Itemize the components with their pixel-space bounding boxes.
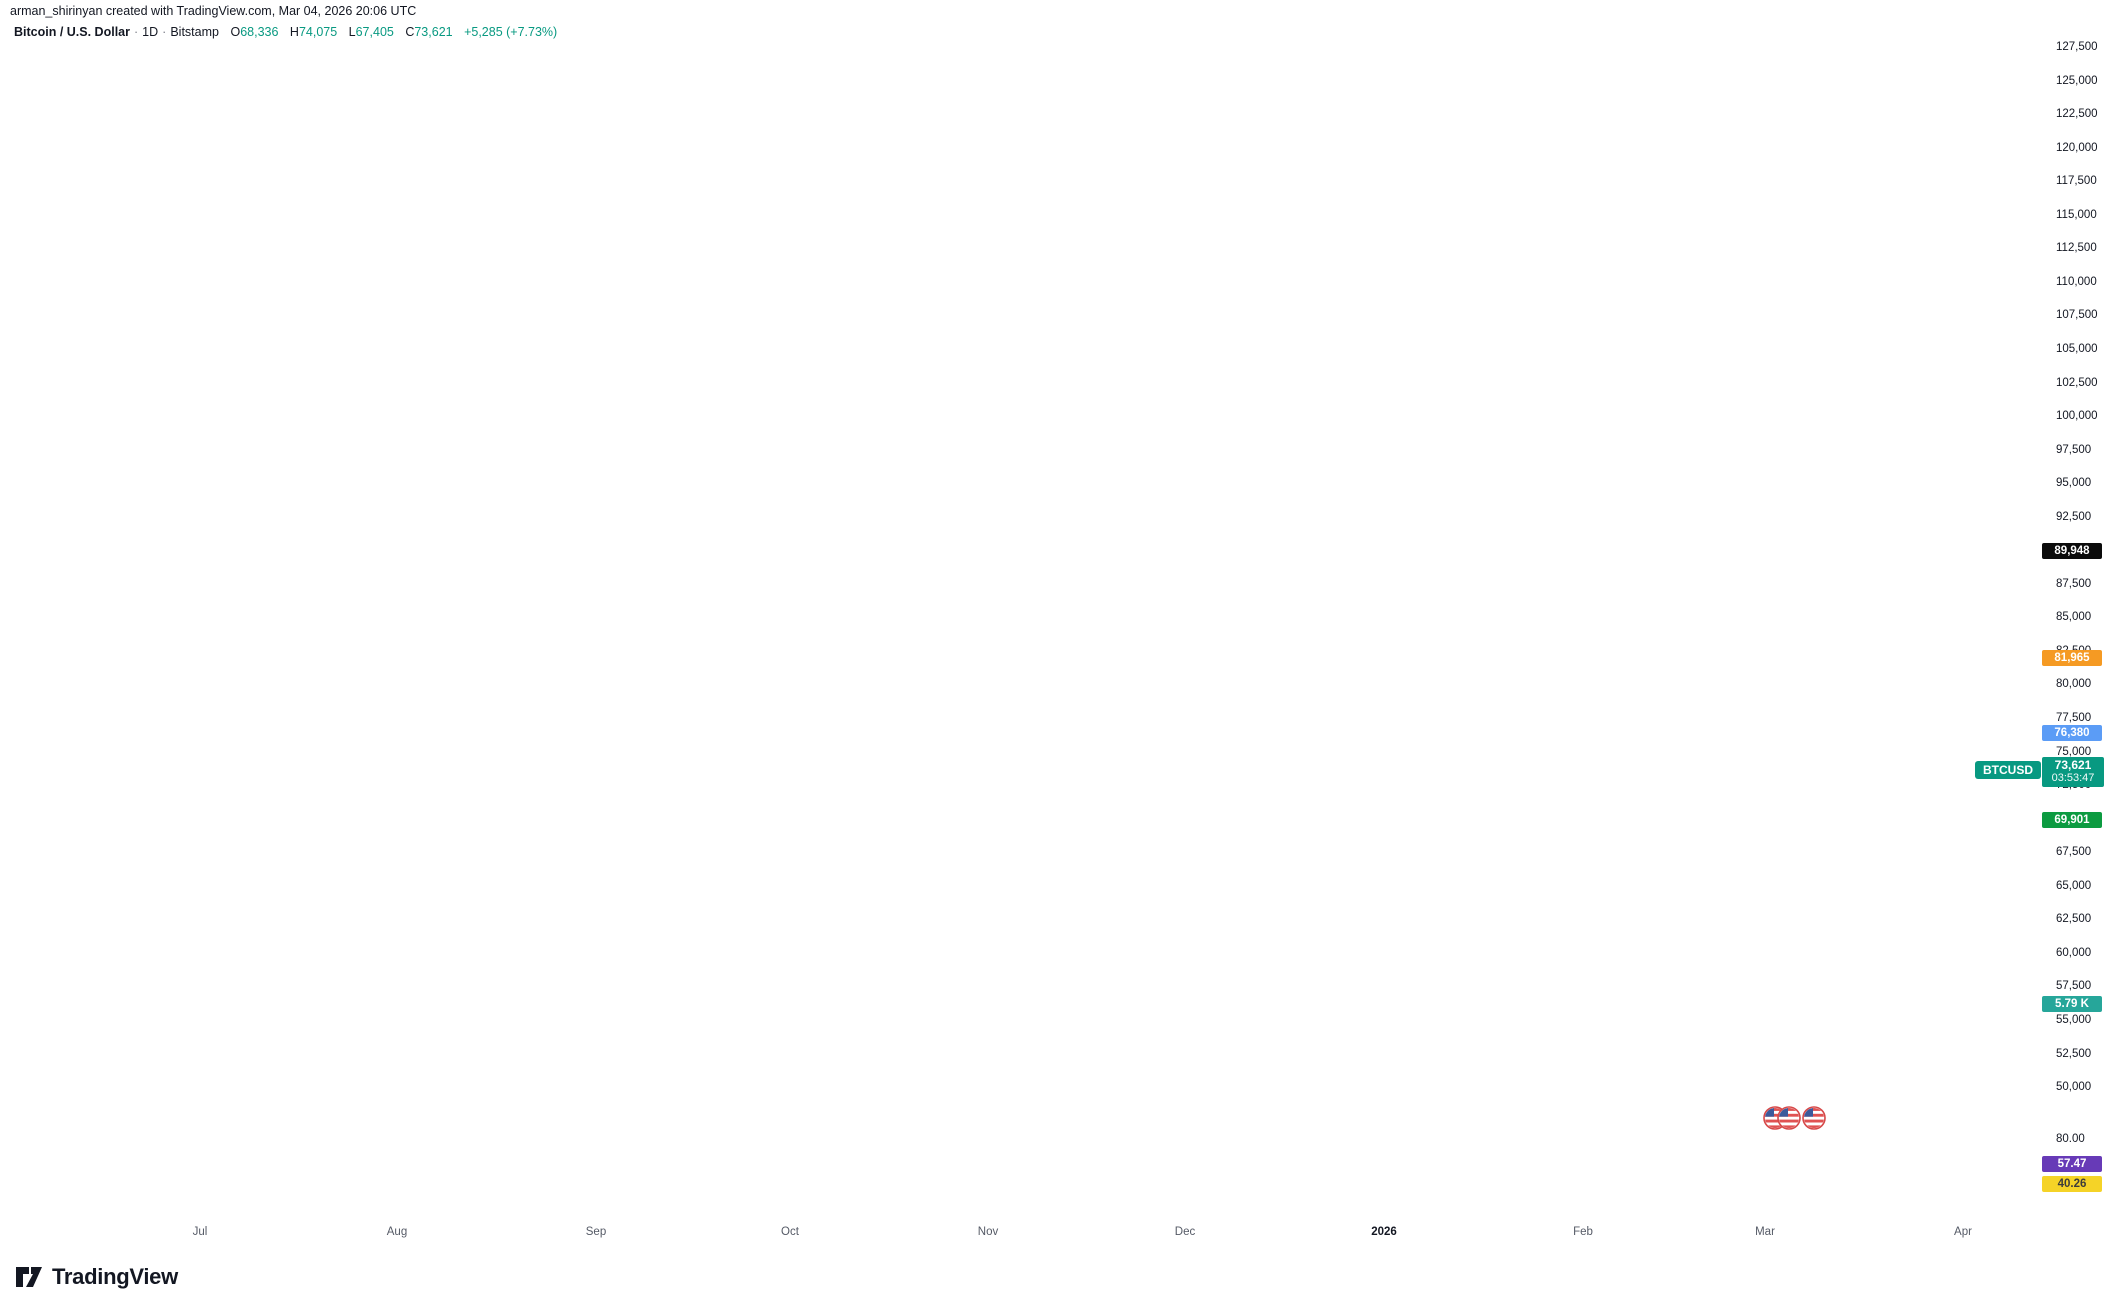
price-axis-label: 120,000 bbox=[2056, 141, 2098, 154]
symbol-name[interactable]: Bitcoin / U.S. Dollar bbox=[14, 25, 130, 39]
legend-separator-2: · bbox=[162, 25, 167, 39]
high-value: 74,075 bbox=[298, 25, 338, 39]
tradingview-logo[interactable]: TradingView bbox=[14, 1262, 178, 1292]
change-value: +5,285 (+7.73%) bbox=[464, 25, 558, 39]
price-axis-label: 50,000 bbox=[2056, 1081, 2092, 1094]
price-axis-label: 115,000 bbox=[2056, 208, 2097, 221]
rsi-value-tag: 57.47 bbox=[2042, 1156, 2102, 1172]
price-axis-label: 75,000 bbox=[2056, 745, 2092, 758]
current-price-value: 73,621 bbox=[2054, 758, 2092, 772]
high-letter: H bbox=[289, 25, 299, 39]
price-axis-label: 102,500 bbox=[2056, 376, 2098, 389]
time-axis-label-sep: Sep bbox=[585, 1226, 607, 1238]
time-axis-label-nov: Nov bbox=[977, 1226, 999, 1238]
time-axis-label-2026: 2026 bbox=[1371, 1226, 1397, 1238]
time-axis-label-jul: Jul bbox=[192, 1226, 208, 1238]
low-letter: L bbox=[348, 25, 356, 39]
price-axis-label: 117,500 bbox=[2056, 175, 2097, 188]
rsi-ma-value-tag: 40.26 bbox=[2042, 1176, 2102, 1192]
price-axis-label: 110,000 bbox=[2056, 275, 2097, 288]
price-axis-label: 55,000 bbox=[2056, 1013, 2092, 1026]
us-flag-icon[interactable] bbox=[1802, 1106, 1826, 1135]
time-axis-label-feb: Feb bbox=[1573, 1226, 1593, 1238]
time-axis-label-mar: Mar bbox=[1755, 1226, 1775, 1238]
volume-value-tag: 5.79 K bbox=[2042, 996, 2102, 1012]
price-axis-label: 95,000 bbox=[2056, 477, 2092, 490]
green-level-tag: 69,901 bbox=[2042, 812, 2102, 828]
price-axis-label: 57,500 bbox=[2056, 980, 2092, 993]
price-axis-label: 127,500 bbox=[2056, 41, 2098, 53]
ma-100-price-tag: 81,965 bbox=[2042, 650, 2102, 666]
attribution-text: arman_shirinyan created with TradingView… bbox=[10, 4, 417, 18]
time-axis-label-oct: Oct bbox=[781, 1226, 799, 1238]
exchange-label[interactable]: Bitstamp bbox=[170, 25, 219, 39]
time-axis-label-apr: Apr bbox=[1954, 1226, 1972, 1238]
current-price-tag: 73,621 03:53:47 bbox=[2042, 757, 2104, 787]
low-value: 67,405 bbox=[355, 25, 394, 39]
tradingview-logo-icon bbox=[16, 1267, 42, 1287]
price-axis-label: 92,500 bbox=[2056, 510, 2092, 523]
legend-separator-1: · bbox=[134, 25, 139, 39]
price-axis-label: 97,500 bbox=[2056, 443, 2092, 456]
price-axis-label: 62,500 bbox=[2056, 913, 2092, 926]
rsi-grid-label: 80.00 bbox=[2056, 1133, 2085, 1145]
ma-50-price-tag: 76,380 bbox=[2042, 725, 2102, 741]
time-axis-label-dec: Dec bbox=[1174, 1226, 1196, 1238]
price-axis-label: 122,500 bbox=[2056, 108, 2098, 121]
price-axis-label: 112,500 bbox=[2056, 242, 2097, 255]
tradingview-logo-text: TradingView bbox=[52, 1264, 178, 1289]
price-axis-label: 105,000 bbox=[2056, 342, 2098, 355]
price-axis-label: 77,500 bbox=[2056, 712, 2092, 724]
bar-countdown: 03:53:47 bbox=[2051, 772, 2095, 784]
price-axis-label: 67,500 bbox=[2056, 846, 2092, 859]
price-axis-label: 52,500 bbox=[2056, 1047, 2092, 1060]
price-axis-label: 60,000 bbox=[2056, 946, 2092, 959]
open-value: 68,336 bbox=[240, 25, 279, 39]
symbol-price-flag[interactable]: BTCUSD bbox=[1975, 761, 2041, 779]
price-axis-label: 85,000 bbox=[2056, 611, 2092, 624]
symbol-legend: Bitcoin / U.S. Dollar · 1D · Bitstamp O68,33… bbox=[14, 25, 557, 39]
price-axis-label: 87,500 bbox=[2056, 577, 2092, 590]
price-axis-label: 100,000 bbox=[2056, 410, 2098, 423]
open-letter: O bbox=[230, 25, 241, 39]
interval-label[interactable]: 1D bbox=[142, 25, 159, 39]
ma-200-price-tag: 89,948 bbox=[2042, 543, 2102, 559]
price-axis-label: 65,000 bbox=[2056, 879, 2092, 892]
close-letter: C bbox=[405, 25, 415, 39]
time-axis-label-aug: Aug bbox=[386, 1226, 408, 1238]
close-value: 73,621 bbox=[414, 25, 453, 39]
price-axis-label: 80,000 bbox=[2056, 678, 2092, 691]
us-flag-icon[interactable] bbox=[1777, 1106, 1801, 1135]
price-axis-label: 125,000 bbox=[2056, 74, 2098, 87]
price-axis-label: 107,500 bbox=[2056, 309, 2098, 322]
